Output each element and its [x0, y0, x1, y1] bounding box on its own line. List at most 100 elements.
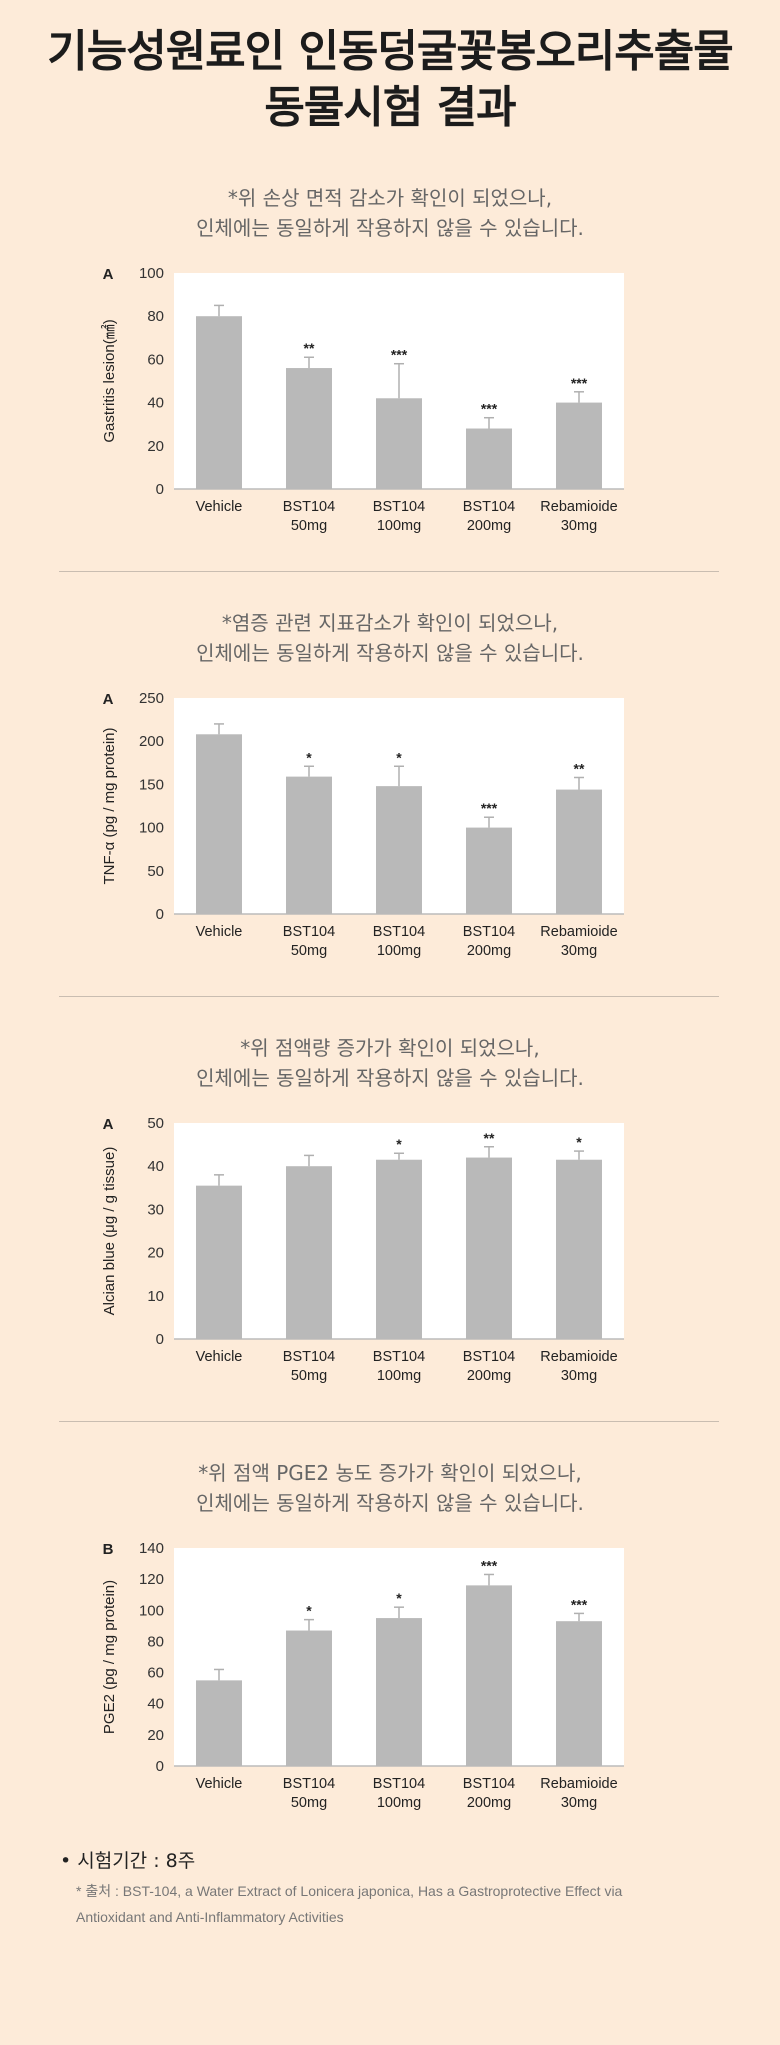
page-title: 기능성원료인 인동덩굴꽃봉오리추출물 동물시험 결과	[0, 24, 780, 136]
x-tick-label: Vehicle	[196, 924, 243, 940]
significance-marker: *	[396, 1590, 402, 1606]
y-tick-label: 60	[147, 351, 164, 368]
x-tick-label: BST104	[463, 1776, 515, 1792]
significance-marker: ***	[571, 1596, 588, 1612]
y-tick-label: 80	[147, 308, 164, 325]
bar	[556, 402, 602, 489]
y-axis-label: Gastritis lesion(㎟)	[101, 319, 118, 442]
y-tick-label: 100	[139, 820, 164, 837]
source-citation: * 출처 : BST-104, a Water Extract of Lonic…	[76, 1878, 696, 1930]
x-tick-label: BST104	[463, 924, 515, 940]
section3-note-line2: 인체에는 동일하게 작용하지 않을 수 있습니다.	[196, 1066, 584, 1090]
y-tick-label: 20	[147, 1245, 164, 1262]
significance-marker: *	[306, 749, 312, 765]
bar	[376, 1159, 422, 1339]
alcian-blue-chart: A 0 10 20 30 40 50 Alcian blue (μg / g tissue) V…	[101, 1115, 624, 1384]
x-tick-label: BST104	[283, 1349, 335, 1365]
section-divider	[59, 1421, 719, 1422]
tnf-alpha-chart: A 0 50 100 150 200 250 TNF-α (pg / mg protein) V…	[101, 690, 624, 959]
test-period: • 시험기간 : 8주	[60, 1850, 196, 1872]
x-tick-label: Vehicle	[196, 1349, 243, 1365]
x-tick-label: Rebamioide	[540, 1776, 617, 1792]
y-tick-label: 80	[147, 1633, 164, 1650]
significance-marker: ***	[571, 375, 588, 391]
y-tick-label: 150	[139, 776, 164, 793]
y-tick-label: 100	[139, 1602, 164, 1619]
x-tick-label: 50mg	[291, 943, 327, 959]
y-tick-label: 0	[156, 481, 164, 498]
x-tick-label: BST104	[283, 1776, 335, 1792]
x-tick-label: 50mg	[291, 518, 327, 534]
x-tick-label: 30mg	[561, 943, 597, 959]
y-tick-label: 20	[147, 1727, 164, 1744]
x-tick-label: Rebamioide	[540, 924, 617, 940]
significance-marker: ***	[391, 347, 408, 363]
x-tick-label: BST104	[283, 924, 335, 940]
x-tick-label: Rebamioide	[540, 1349, 617, 1365]
y-tick-label: 50	[147, 1115, 164, 1132]
significance-marker: *	[306, 1603, 312, 1619]
bar	[286, 1630, 332, 1766]
bar	[466, 428, 512, 489]
panel-label: A	[103, 266, 114, 283]
x-tick-label: BST104	[373, 924, 425, 940]
significance-marker: *	[396, 749, 402, 765]
section2-note-line2: 인체에는 동일하게 작용하지 않을 수 있습니다.	[196, 641, 584, 665]
bar	[196, 316, 242, 489]
page-title-line2: 동물시험 결과	[264, 82, 516, 133]
section4-note-line2: 인체에는 동일하게 작용하지 않을 수 있습니다.	[196, 1491, 584, 1515]
x-tick-label: BST104	[463, 499, 515, 515]
x-tick-label: Vehicle	[196, 499, 243, 515]
x-tick-label: 50mg	[291, 1368, 327, 1384]
section2-note-line1: *염증 관련 지표감소가 확인이 되었으나,	[221, 611, 559, 635]
significance-marker: **	[484, 1130, 495, 1146]
x-tick-label: 200mg	[467, 1368, 511, 1384]
x-tick-label: 100mg	[377, 1795, 421, 1811]
x-tick-label: 100mg	[377, 518, 421, 534]
x-tick-label: 200mg	[467, 518, 511, 534]
x-tick-label: BST104	[373, 1776, 425, 1792]
page-title-line1: 기능성원료인 인동덩굴꽃봉오리추출물	[47, 26, 733, 77]
x-tick-label: 50mg	[291, 1795, 327, 1811]
significance-marker: *	[396, 1136, 402, 1152]
y-tick-label: 0	[156, 1758, 164, 1775]
y-tick-label: 40	[147, 395, 164, 412]
x-tick-label: 30mg	[561, 1795, 597, 1811]
y-tick-label: 40	[147, 1158, 164, 1175]
section1-note-line2: 인체에는 동일하게 작용하지 않을 수 있습니다.	[196, 216, 584, 240]
section-divider	[59, 996, 719, 997]
y-tick-label: 120	[139, 1571, 164, 1588]
x-tick-label: BST104	[283, 499, 335, 515]
y-tick-label: 200	[139, 733, 164, 750]
source-line1: * 출처 : BST-104, a Water Extract of Lonic…	[76, 1883, 623, 1899]
y-tick-label: 250	[139, 690, 164, 707]
y-tick-label: 30	[147, 1201, 164, 1218]
y-axis-label: Alcian blue (μg / g tissue)	[101, 1147, 118, 1316]
y-tick-label: 100	[139, 265, 164, 282]
y-tick-label: 50	[147, 863, 164, 880]
section3-note: *위 점액량 증가가 확인이 되었으나, 인체에는 동일하게 작용하지 않을 수…	[0, 1033, 780, 1093]
section4-note: *위 점액 PGE2 농도 증가가 확인이 되었으나, 인체에는 동일하게 작용…	[0, 1458, 780, 1518]
y-axis-label: TNF-α (pg / mg protein)	[101, 727, 118, 884]
bar	[286, 776, 332, 914]
x-tick-label: 30mg	[561, 1368, 597, 1384]
panel-label: B	[103, 1541, 114, 1558]
x-tick-label: BST104	[373, 499, 425, 515]
bar	[376, 1618, 422, 1766]
section1-note-line1: *위 손상 면적 감소가 확인이 되었으나,	[227, 186, 553, 210]
significance-marker: ***	[481, 401, 498, 417]
bar	[556, 789, 602, 914]
x-tick-label: 100mg	[377, 1368, 421, 1384]
significance-marker: **	[304, 340, 315, 356]
x-tick-label: 200mg	[467, 943, 511, 959]
bar	[556, 1621, 602, 1766]
y-tick-label: 0	[156, 906, 164, 923]
significance-marker: ***	[481, 800, 498, 816]
y-tick-label: 10	[147, 1288, 164, 1305]
y-tick-label: 40	[147, 1696, 164, 1713]
bar	[466, 1157, 512, 1339]
x-tick-label: Vehicle	[196, 1776, 243, 1792]
x-tick-label: 200mg	[467, 1795, 511, 1811]
x-tick-label: 30mg	[561, 518, 597, 534]
x-tick-label: Rebamioide	[540, 499, 617, 515]
